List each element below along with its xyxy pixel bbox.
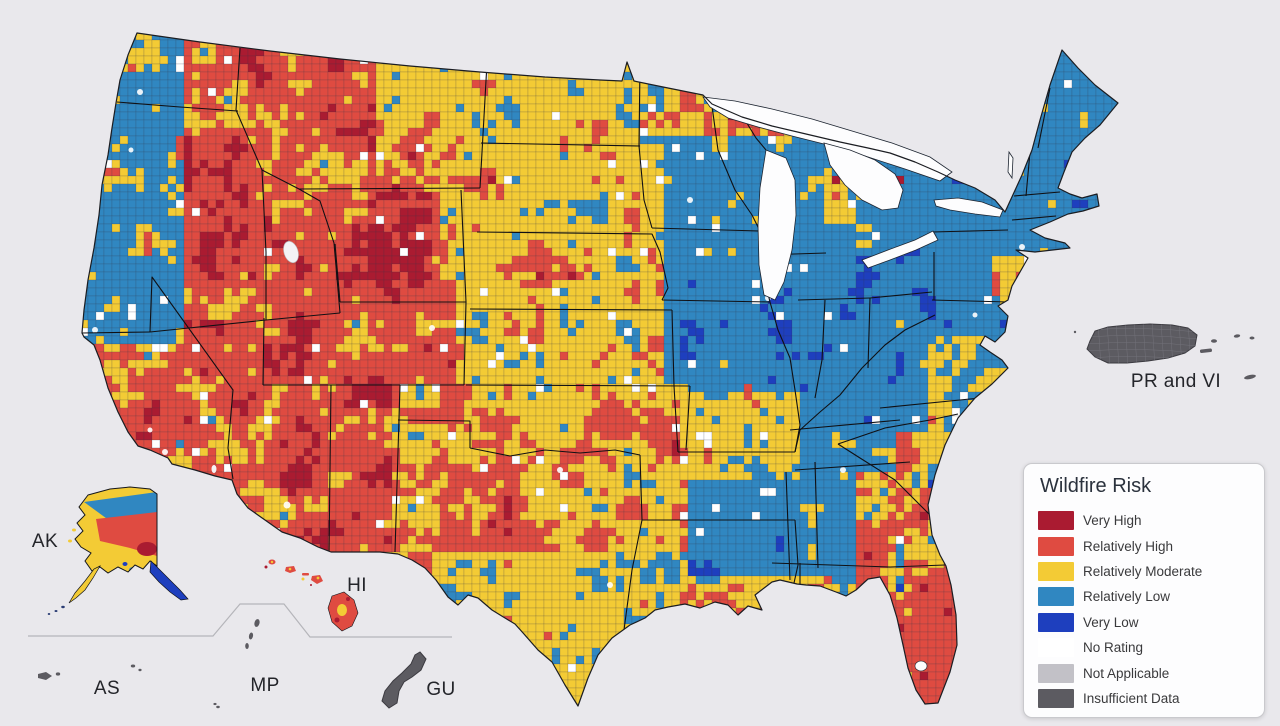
hawaii-inset [264,559,359,632]
us-outline [81,32,1119,707]
legend-item-no-rating: No Rating [1038,635,1264,660]
legend-item-relatively-moderate: Relatively Moderate [1038,559,1264,584]
label-as: AS [93,678,121,699]
legend-swatch-very-high [1038,511,1074,531]
legend-item-very-high: Very High [1038,508,1264,533]
legend-title: Wildfire Risk [1040,475,1152,497]
territories [38,323,1256,709]
county-mosaic [82,33,1118,706]
legend-swatch-very-low [1038,612,1074,632]
legend-item-label: No Rating [1083,640,1144,656]
legend-item-not-applicable: Not Applicable [1038,660,1264,685]
inset-divider-line [28,603,452,638]
legend-swatch-relatively-high [1038,536,1074,556]
legend-item-label: Relatively High [1083,538,1174,554]
legend-item-label: Not Applicable [1083,665,1170,681]
state-borders [82,47,1061,646]
legend-item-relatively-low: Relatively Low [1038,584,1264,609]
label-ak: AK [31,531,59,552]
legend-swatch-relatively-moderate [1038,561,1074,581]
legend-item-relatively-high: Relatively High [1038,533,1264,558]
legend-swatch-no-rating [1038,638,1074,658]
legend-item-label: Very Low [1083,614,1139,630]
legend-item-label: Relatively Moderate [1083,563,1203,579]
legend-swatch-not-applicable [1038,663,1074,683]
legend-item-very-low: Very Low [1038,610,1264,635]
label-mp: MP [250,675,280,696]
legend-swatch-insufficient-data [1038,688,1074,708]
legend-item-label: Relatively Low [1083,589,1171,605]
legend-item-insufficient-data: Insufficient Data [1038,686,1264,711]
label-hi: HI [347,575,367,596]
legend-swatch-relatively-low [1038,587,1074,607]
legend-item-label: Insufficient Data [1083,690,1180,706]
legend-item-label: Very High [1083,513,1142,529]
label-pr-vi: PR and VI [1130,371,1222,392]
alaska-inset [47,486,189,615]
legend-items: Very High Relatively High Relatively Moder… [1038,508,1264,711]
wildfire-risk-legend: Wildfire Risk Very High Relatively High Re… [1023,463,1265,718]
label-gu: GU [426,679,456,700]
